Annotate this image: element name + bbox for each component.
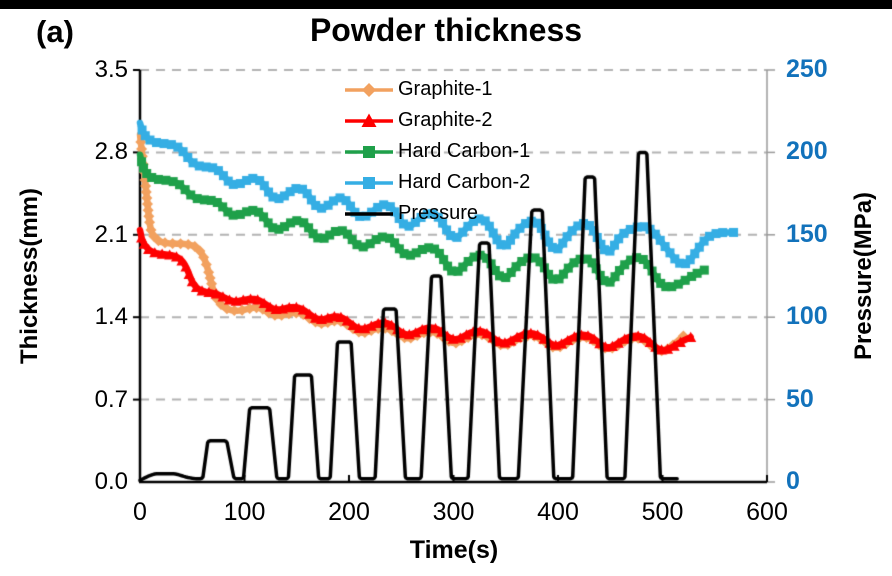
legend-marker-square-icon: [345, 176, 393, 189]
right-tick-50: 50: [786, 384, 814, 413]
right-axis-title: Pressure(MPa): [850, 191, 877, 361]
left-tick-0.7: 0.7: [94, 385, 128, 413]
legend-label: Hard Carbon-1: [398, 140, 531, 162]
legend-item-graphite-2: Graphite-2: [344, 105, 530, 136]
legend-item-hard-carbon-2: Hard Carbon-2: [344, 167, 530, 198]
left-tick-3.5: 3.5: [94, 56, 128, 83]
left-tick-2.8: 2.8: [94, 138, 128, 166]
legend-label: Hard Carbon-2: [398, 171, 531, 193]
x-tick-500: 500: [641, 498, 684, 526]
x-tick-300: 300: [432, 498, 475, 526]
right-tick-200: 200: [786, 137, 828, 166]
panel-label: (a): [36, 14, 74, 49]
left-tick-0.0: 0.0: [94, 468, 128, 495]
legend-marker-triangle-icon: [345, 113, 393, 127]
left-axis-title: Thickness(mm): [16, 187, 43, 365]
legend-item-hard-carbon-1: Hard Carbon-1: [344, 136, 530, 167]
top-black-bar: [0, 0, 892, 9]
legend-label: Graphite-1: [398, 78, 493, 100]
x-tick-400: 400: [537, 498, 579, 526]
right-tick-250: 250: [786, 55, 828, 83]
chart-title: Powder thickness: [309, 12, 583, 48]
x-axis-title: Time(s): [409, 536, 499, 564]
x-tick-100: 100: [223, 498, 266, 526]
x-tick-0: 0: [133, 498, 147, 526]
legend-marker-square-icon: [345, 145, 393, 158]
legend-item-pressure: Pressure: [344, 198, 530, 229]
left-tick-2.1: 2.1: [94, 220, 128, 248]
legend-item-graphite-1: Graphite-1: [344, 74, 530, 105]
right-tick-0: 0: [786, 467, 800, 495]
x-tick-200: 200: [328, 498, 370, 526]
legend-label: Pressure: [398, 202, 479, 224]
legend-marker-diamond-icon: [345, 82, 393, 97]
chart-legend: Graphite-1 Graphite-2 Hard Carbon-1 Hard Ca…: [344, 74, 530, 229]
right-tick-100: 100: [786, 302, 828, 331]
right-tick-150: 150: [786, 219, 828, 248]
legend-marker-none-icon: [345, 211, 393, 216]
legend-label: Graphite-2: [398, 109, 493, 131]
left-tick-1.4: 1.4: [94, 303, 128, 331]
x-tick-600: 600: [746, 498, 788, 526]
